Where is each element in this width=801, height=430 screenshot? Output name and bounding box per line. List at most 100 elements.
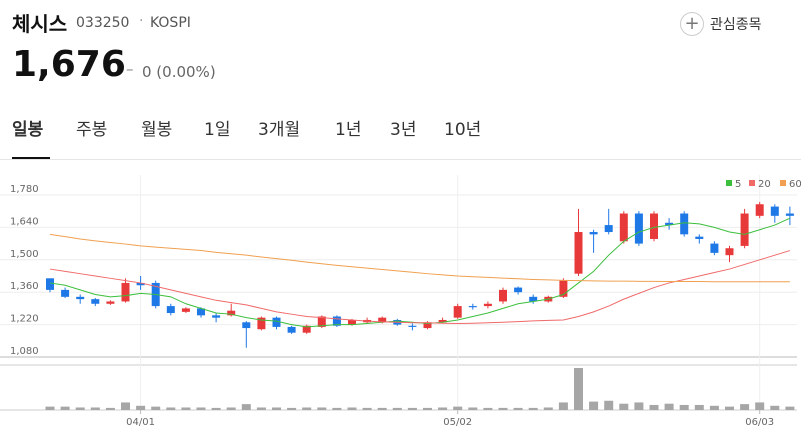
candle-body — [589, 232, 598, 235]
candle-body — [348, 319, 356, 325]
volume-bar — [558, 402, 568, 410]
volume-bar — [45, 406, 55, 410]
candle-body — [770, 206, 779, 216]
candle-body — [227, 310, 236, 316]
volume-bar — [105, 407, 115, 410]
candle-body — [272, 317, 281, 327]
volume-bar — [619, 403, 629, 410]
legend-label: 5 — [735, 179, 741, 190]
candle-body — [61, 289, 70, 297]
candle-body — [317, 316, 326, 327]
candle-body — [695, 236, 704, 239]
moving-average-line — [49, 233, 790, 283]
volume-bar — [694, 404, 704, 410]
candle-body — [302, 325, 311, 333]
candle-body — [499, 289, 507, 302]
moving-average-line — [49, 250, 791, 324]
candle-body — [212, 315, 221, 318]
candle-body — [680, 213, 689, 235]
volume-bar — [317, 407, 327, 410]
x-tick-label: 05/02 — [443, 417, 472, 428]
volume-bar — [468, 407, 478, 410]
candle-body — [408, 325, 417, 327]
volume-bar — [453, 406, 463, 410]
volume-bar — [438, 407, 448, 410]
market: KOSPI — [150, 15, 191, 31]
watch-button[interactable]: 관심종목 — [710, 17, 762, 33]
volume-bar — [770, 405, 780, 410]
candle-body — [483, 303, 492, 307]
period-tab[interactable]: 월봉 — [141, 120, 173, 140]
candle-body — [106, 301, 115, 304]
volume-bar — [136, 405, 146, 410]
volume-bar — [256, 407, 266, 410]
candle-body — [287, 326, 296, 333]
candle-body — [529, 296, 538, 302]
candle-body — [710, 243, 719, 253]
candle-body — [378, 317, 387, 323]
candle-body — [181, 308, 190, 312]
divider — [0, 159, 801, 160]
volume-bar — [377, 407, 387, 410]
stock-name: 체시스 — [12, 12, 68, 36]
volume-bar — [392, 407, 402, 410]
legend-swatch — [749, 180, 755, 186]
period-tab[interactable]: 10년 — [444, 120, 482, 140]
period-tab[interactable]: 일봉 — [12, 120, 44, 140]
candle-body — [619, 213, 628, 242]
volume-bar — [226, 407, 236, 410]
volume-bar — [166, 407, 176, 410]
volume-bar — [543, 407, 553, 410]
candle-body — [559, 280, 568, 297]
period-tab[interactable]: 3년 — [390, 120, 417, 140]
legend-swatch — [726, 180, 732, 186]
volume-bar — [121, 402, 130, 410]
price-change: 0 (0.00%) — [142, 63, 216, 81]
volume-bar — [287, 407, 297, 410]
legend-label: 20 — [758, 179, 771, 190]
volume-bar — [755, 402, 765, 410]
volume-bar — [498, 407, 508, 410]
candle-body — [755, 204, 764, 216]
candle-body — [242, 322, 251, 329]
legend-swatch — [780, 180, 786, 186]
candle-body — [514, 287, 523, 293]
period-tab[interactable]: 1일 — [204, 120, 231, 140]
volume-bar — [60, 406, 70, 410]
candle-body — [197, 308, 205, 316]
add-watch-icon[interactable]: + — [680, 12, 704, 36]
period-tab[interactable]: 3개월 — [258, 120, 301, 140]
candle-body — [332, 316, 341, 326]
volume-bar — [181, 407, 191, 410]
volume-bar — [513, 407, 523, 410]
volume-bar — [75, 407, 85, 410]
volume-bar — [423, 407, 432, 410]
volume-bar — [302, 407, 312, 410]
volume-bar — [604, 400, 614, 410]
volume-bar — [574, 368, 583, 410]
volume-bar — [649, 404, 659, 410]
period-tab[interactable]: 1년 — [335, 120, 362, 140]
candle-body — [438, 319, 447, 323]
legend-label: 60 — [789, 179, 801, 190]
candle-body — [257, 317, 266, 330]
candle-body — [468, 306, 477, 308]
volume-bar — [528, 407, 538, 410]
volume-bar — [785, 406, 795, 410]
candle-body — [665, 222, 674, 226]
candle-body — [740, 213, 749, 246]
candle-body — [423, 322, 432, 329]
y-tick-label: 1,080 — [10, 346, 39, 357]
volume-bar — [347, 407, 357, 410]
volume-bar — [740, 404, 750, 410]
candle-body — [725, 248, 734, 256]
y-tick-label: 1,220 — [10, 314, 39, 325]
volume-bar — [679, 404, 689, 410]
change-icon: – — [126, 60, 134, 78]
volume-bar — [151, 406, 161, 410]
volume-bar — [196, 407, 206, 410]
volume-bar — [725, 406, 734, 410]
period-tab[interactable]: 주봉 — [76, 120, 108, 140]
